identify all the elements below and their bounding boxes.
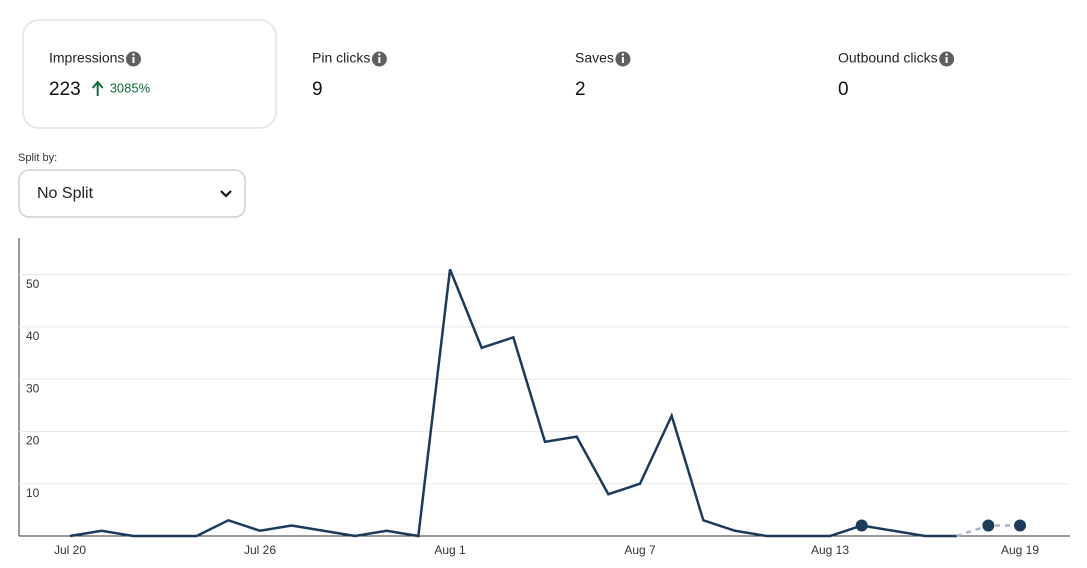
y-tick-label: 30 [26,381,40,395]
metric-value: 9 [312,79,323,100]
split-label: Split by: [18,152,57,164]
up-arrow [91,80,104,96]
metric-card[interactable] [22,19,277,129]
data-point [1014,519,1026,532]
data-line [69,268,957,538]
x-tick-label: Aug 1 [434,543,466,557]
x-tick-label: Aug 13 [811,543,849,557]
y-tick-label: 10 [26,486,40,500]
x-tick-label: Aug 7 [624,543,656,557]
info-i [378,57,381,63]
info-dot [132,53,135,56]
x-tick-label: Jul 20 [54,543,86,557]
chevron [220,190,232,198]
y-tick-label: 20 [26,434,40,448]
metric-label: Pin clicks [312,50,370,66]
metric-label: Outbound clicks [838,50,938,66]
info-dot [945,53,948,56]
info-i [132,57,135,63]
split-selected: No Split [37,185,94,202]
info-dot [621,53,625,56]
data-point [855,519,868,532]
info-i [945,57,948,63]
x-tick-label: Aug 19 [1001,543,1039,557]
metric-value: 223 [49,79,81,100]
data-point [982,519,995,532]
chart: 10 20 30 40 50 Jul 20 Jul 26 Aug 1 Aug 7 Aug 13 Au… [18,238,1070,557]
split-dropdown[interactable] [18,169,246,218]
metric-change: 3085% [110,80,151,95]
metric-label: Saves [575,50,614,66]
metric-value: 2 [575,79,586,100]
metric-value: 0 [838,79,849,100]
x-tick-label: Jul 26 [244,543,276,557]
info-i [621,57,624,63]
info-dot [378,53,381,56]
y-tick-label: 40 [26,329,40,343]
y-tick-label: 50 [26,277,40,291]
metric-label: Impressions [49,50,124,66]
